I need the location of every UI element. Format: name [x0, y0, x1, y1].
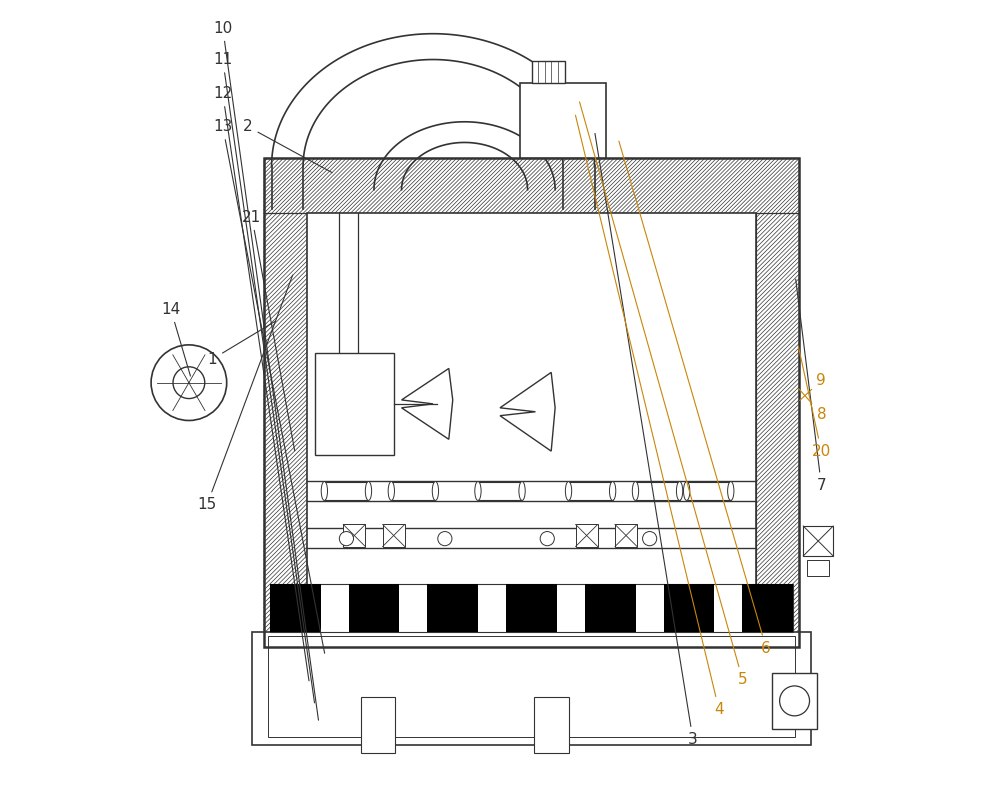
Ellipse shape [388, 481, 394, 500]
Bar [807, 560, 829, 576]
Ellipse shape [684, 481, 690, 500]
Bar [520, 84, 606, 159]
Text: 1: 1 [208, 321, 276, 367]
Bar [615, 525, 637, 547]
Ellipse shape [365, 481, 372, 500]
Text: 14: 14 [161, 302, 190, 376]
Text: 11: 11 [213, 52, 315, 703]
Bar [506, 584, 557, 632]
Bar [585, 584, 636, 632]
Bar [534, 697, 569, 753]
Ellipse shape [432, 481, 439, 500]
Circle shape [780, 686, 810, 716]
Text: 2: 2 [243, 119, 332, 173]
Circle shape [643, 532, 657, 546]
Bar [307, 213, 756, 604]
Bar [687, 481, 731, 500]
Bar [361, 697, 395, 753]
Circle shape [438, 532, 452, 546]
Text: 10: 10 [213, 21, 318, 720]
Text: 6: 6 [619, 141, 771, 656]
Ellipse shape [565, 481, 572, 500]
Text: 20: 20 [798, 346, 831, 458]
Bar [635, 481, 680, 500]
Ellipse shape [676, 481, 683, 500]
Bar [383, 525, 405, 547]
Circle shape [151, 345, 227, 421]
Bar [268, 636, 795, 737]
Bar [664, 584, 714, 632]
Bar [742, 584, 793, 632]
Bar [343, 525, 365, 547]
Bar [252, 632, 811, 745]
Text: 7: 7 [796, 279, 826, 492]
Bar [391, 481, 435, 500]
Text: 13: 13 [213, 119, 325, 653]
Bar [349, 584, 399, 632]
Text: 9: 9 [800, 373, 826, 401]
Bar [324, 481, 368, 500]
Ellipse shape [475, 481, 481, 500]
Bar [315, 353, 394, 455]
Text: 4: 4 [575, 115, 724, 717]
Text: 3: 3 [595, 133, 698, 747]
Bar [569, 481, 613, 500]
Circle shape [173, 367, 205, 398]
Text: 21: 21 [242, 210, 295, 451]
Bar [803, 526, 833, 556]
Text: 8: 8 [799, 389, 826, 421]
Bar [270, 584, 321, 632]
Bar [264, 213, 307, 646]
Ellipse shape [519, 481, 525, 500]
Bar [576, 525, 598, 547]
Ellipse shape [321, 481, 328, 500]
Text: 5: 5 [580, 102, 747, 687]
Bar [532, 62, 565, 84]
Text: 15: 15 [197, 275, 293, 512]
Ellipse shape [728, 481, 734, 500]
Circle shape [339, 532, 354, 546]
Bar [756, 213, 799, 646]
Bar [478, 481, 522, 500]
Bar [427, 584, 478, 632]
Circle shape [540, 532, 554, 546]
Bar [264, 159, 799, 646]
Bar [264, 159, 799, 213]
Ellipse shape [609, 481, 616, 500]
Text: 12: 12 [213, 86, 309, 681]
Ellipse shape [632, 481, 639, 500]
Bar [270, 584, 793, 632]
Bar [772, 672, 817, 729]
